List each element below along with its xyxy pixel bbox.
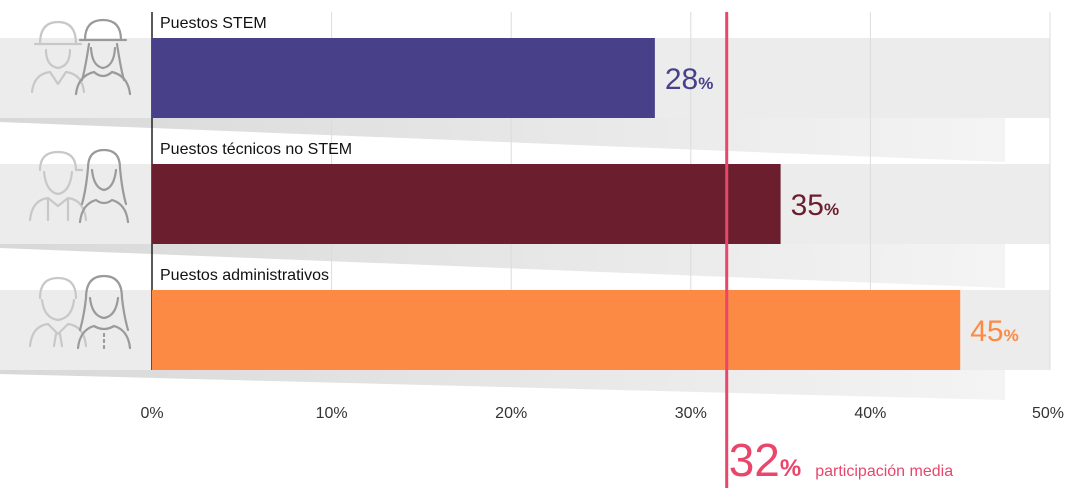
category-label-3: Puestos administrativos <box>160 267 329 284</box>
category-label-1: Puestos STEM <box>160 15 267 32</box>
worker-cap-pair-icon <box>28 148 130 224</box>
x-tick-label: 0% <box>140 405 163 422</box>
average-value: 32 <box>729 434 780 486</box>
x-tick-label: 40% <box>854 405 886 422</box>
value-percent-1: % <box>698 74 713 93</box>
x-tick-label: 30% <box>675 405 707 422</box>
average-label: 32% participación media <box>729 434 953 486</box>
bar-puestos-stem <box>152 38 655 118</box>
value-percent-3: % <box>1004 326 1019 345</box>
value-number-2: 35 <box>791 189 824 222</box>
x-tick-label: 20% <box>495 405 527 422</box>
average-percent: % <box>780 455 801 482</box>
row-shadow-2 <box>0 244 1005 288</box>
x-tick-label: 10% <box>316 405 348 422</box>
value-label-1: 28% <box>665 63 714 96</box>
category-label-2: Puestos técnicos no STEM <box>160 141 352 158</box>
office-worker-pair-icon <box>28 274 132 350</box>
bar-puestos-administrativos <box>152 290 961 370</box>
row-shadow-3 <box>0 370 1005 400</box>
x-axis-ticks: 0% 10% 20% 30% 40% 50% <box>140 405 1064 422</box>
worker-hardhat-pair-icon <box>30 18 132 96</box>
value-label-2: 35% <box>791 189 840 222</box>
value-label-3: 45% <box>970 315 1019 348</box>
value-number-1: 28 <box>665 63 698 96</box>
bar-puestos-tecnicos-no-stem <box>152 164 781 244</box>
row-shadow-1 <box>0 118 1005 162</box>
value-number-3: 45 <box>970 315 1003 348</box>
value-percent-2: % <box>824 200 839 219</box>
average-text: participación media <box>815 463 953 480</box>
x-tick-label: 50% <box>1032 405 1064 422</box>
